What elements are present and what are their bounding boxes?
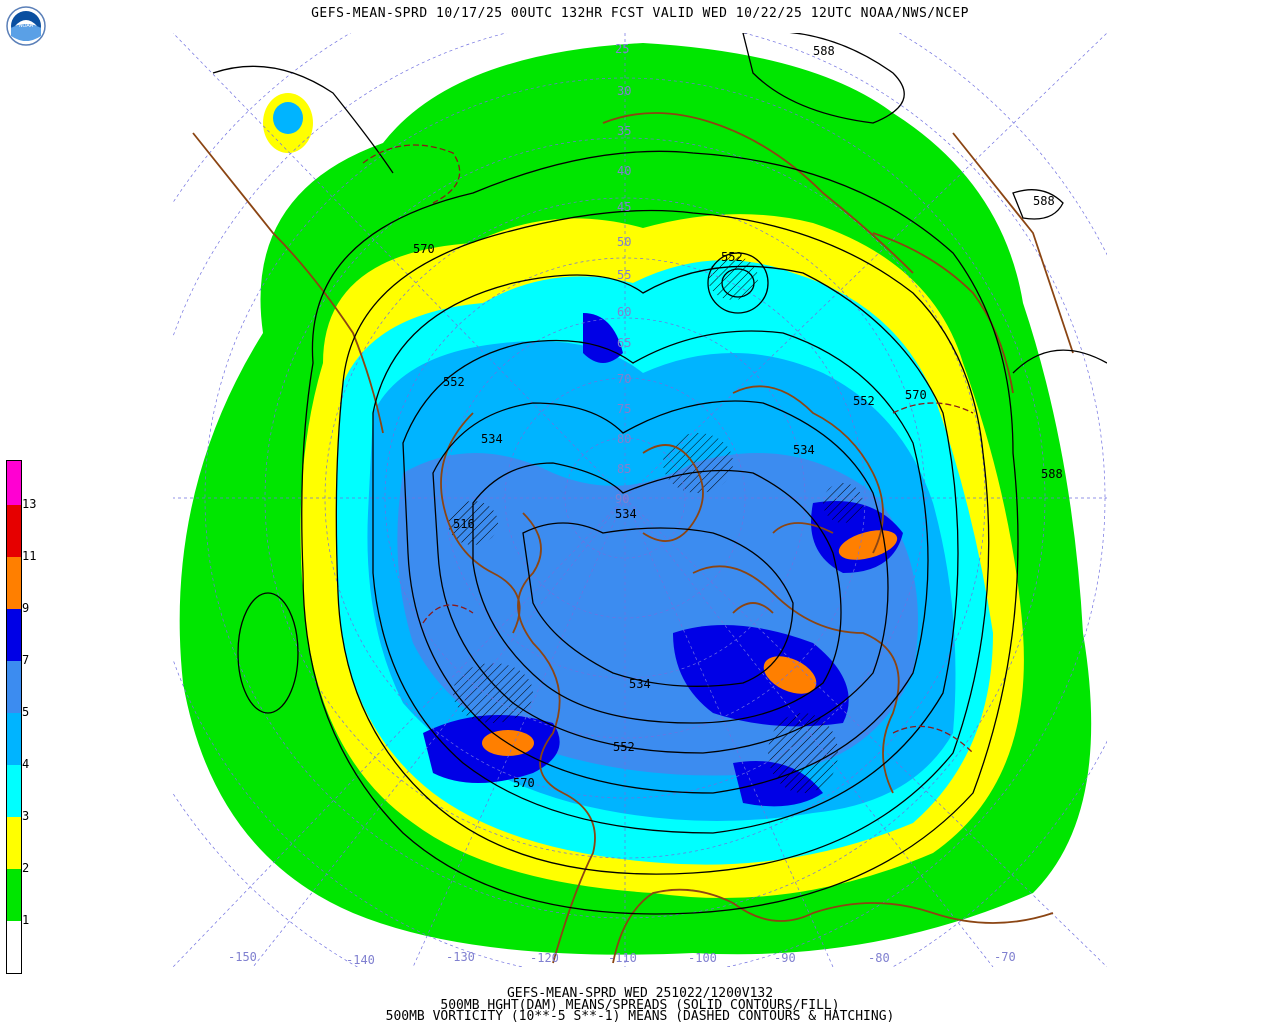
lat-label: 30 xyxy=(617,84,631,98)
colorbar-segment xyxy=(7,817,21,869)
lat-label: 90 xyxy=(615,492,629,506)
contour-label: 534 xyxy=(793,443,815,457)
lon-label: -140 xyxy=(346,953,375,967)
contour-label: 588 xyxy=(1041,467,1063,481)
lon-label: -120 xyxy=(530,951,559,965)
spread-fill-7d xyxy=(733,761,823,807)
colorbar-label: 1 xyxy=(22,913,30,927)
vorticity-hatching xyxy=(448,256,863,793)
colorbar-segment xyxy=(7,765,21,817)
colorbar-segment xyxy=(7,869,21,921)
colorbar-label: 5 xyxy=(22,705,30,719)
colorbar-label: 9 xyxy=(22,601,30,615)
colorbar-segment xyxy=(7,557,21,609)
colorbar-label: 2 xyxy=(22,861,30,875)
colorbar-label: 13 xyxy=(22,497,37,511)
contour-label: 570 xyxy=(905,388,927,402)
page-title: GEFS-MEAN-SPRD 10/17/25 00UTC 132HR FCST… xyxy=(311,6,969,21)
lat-label: 75 xyxy=(617,402,631,416)
colorbar-label: 11 xyxy=(22,549,37,563)
spread-fill-9b xyxy=(763,656,817,694)
logo-text: NOAA xyxy=(19,23,34,29)
contour-label: 570 xyxy=(413,242,435,256)
colorbar-label: 4 xyxy=(22,757,30,771)
height-contours xyxy=(212,33,1107,915)
footer-line-3: 500MB VORTICITY (10**-5 S**-1) MEANS (DA… xyxy=(385,1009,895,1024)
lon-label: -70 xyxy=(994,950,1016,964)
contour-label: 552 xyxy=(443,375,465,389)
colorbar-segment xyxy=(7,609,21,661)
lat-label: 25 xyxy=(615,42,629,56)
colorbar-segment xyxy=(7,661,21,713)
colorbar-label: 3 xyxy=(22,809,30,823)
coastlines xyxy=(192,112,1074,964)
lon-label: -150 xyxy=(228,950,257,964)
spread-fill-isolated-inner xyxy=(273,102,303,134)
lat-label: 50 xyxy=(617,235,631,249)
contour-label: 588 xyxy=(813,44,835,58)
lat-label: 55 xyxy=(617,268,631,282)
contour-label: 534 xyxy=(481,432,503,446)
contour-label: 588 xyxy=(1033,194,1055,208)
lat-label: 60 xyxy=(617,305,631,319)
colorbar-label: 7 xyxy=(22,653,30,667)
map-svg: 588 588 588 570 570 570 552 552 552 552 … xyxy=(173,33,1107,967)
lat-label: 45 xyxy=(617,200,631,214)
spread-fill-7e xyxy=(583,313,623,363)
lat-label: 40 xyxy=(617,164,631,178)
latitude-labels: 25 30 35 40 45 50 55 60 65 70 75 80 85 9… xyxy=(615,42,631,506)
colorbar xyxy=(6,460,22,974)
lat-label: 85 xyxy=(617,462,631,476)
footer-line-1: GEFS-MEAN-SPRD WED 251022/1200V132 xyxy=(506,986,774,1001)
contour-label: 552 xyxy=(853,394,875,408)
contour-label: 534 xyxy=(629,677,651,691)
lat-label: 80 xyxy=(617,432,631,446)
lon-label: -130 xyxy=(446,950,475,964)
colorbar-segment xyxy=(7,505,21,557)
lat-label: 65 xyxy=(617,336,631,350)
contour-label: 552 xyxy=(721,250,743,264)
lat-label: 35 xyxy=(617,124,631,138)
spread-fill-7b xyxy=(673,625,849,727)
vorticity-contours xyxy=(362,144,974,754)
contour-label: 552 xyxy=(613,740,635,754)
contour-label: 534 xyxy=(615,507,637,521)
contour-label: 516 xyxy=(453,517,475,531)
lat-label: 70 xyxy=(617,372,631,386)
noaa-logo-icon: NOAA xyxy=(6,6,46,46)
colorbar-segment xyxy=(7,461,21,505)
colorbar-segment xyxy=(7,921,21,973)
spread-fill-9c xyxy=(838,530,898,560)
lon-label: -110 xyxy=(608,951,637,965)
graticule xyxy=(173,33,1107,967)
lon-label: -100 xyxy=(688,951,717,965)
footer-line-2: 500MB HGHT(DAM) MEANS/SPREADS (SOLID CON… xyxy=(440,998,840,1013)
lon-label: -80 xyxy=(868,951,890,965)
colorbar-segment xyxy=(7,713,21,765)
lon-label: -90 xyxy=(774,951,796,965)
forecast-map: 588 588 588 570 570 570 552 552 552 552 … xyxy=(173,33,1107,967)
contour-labels: 588 588 588 570 570 570 552 552 552 552 … xyxy=(413,44,1063,790)
contour-label: 570 xyxy=(513,776,535,790)
